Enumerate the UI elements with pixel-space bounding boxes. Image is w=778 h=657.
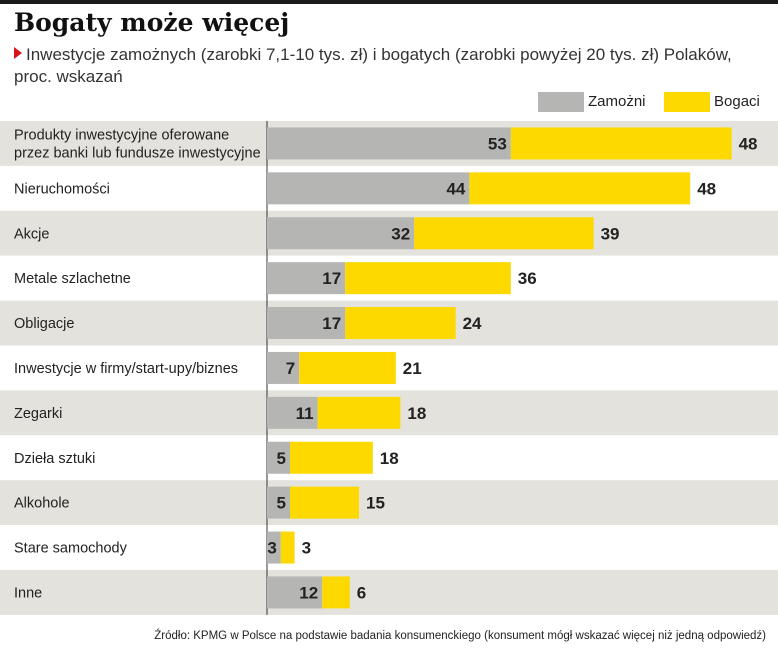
category-label: Metale szlachetne	[14, 271, 131, 287]
legend-swatch-bogaci	[664, 92, 710, 112]
top-rule	[0, 0, 778, 4]
legend-label-bogaci: Bogaci	[714, 93, 760, 110]
data-label-bogaci: 48	[739, 134, 758, 153]
bar-bogaci	[280, 531, 295, 564]
category-label: Inwestycje w firmy/start-upy/biznes	[14, 361, 238, 377]
data-label-bogaci: 3	[302, 539, 311, 558]
bar-zamozni	[267, 531, 281, 564]
bar-bogaci	[345, 262, 511, 295]
data-label-zamozni: 17	[322, 314, 341, 333]
data-label-zamozni: 44	[446, 179, 465, 198]
category-label: Nieruchomości	[14, 181, 110, 197]
bar-zamozni	[267, 351, 300, 384]
data-label-zamozni: 12	[299, 583, 318, 602]
category-label: Stare samochody	[14, 541, 128, 557]
data-label-bogaci: 48	[697, 179, 716, 198]
data-label-zamozni: 53	[488, 134, 507, 153]
category-label: Akcje	[14, 226, 49, 242]
category-label: Dzieła sztuki	[14, 451, 95, 467]
bar-zamozni	[267, 396, 318, 429]
legend-swatch-zamozni	[538, 92, 584, 112]
data-label-bogaci: 15	[366, 494, 385, 513]
bar-bogaci	[510, 127, 732, 160]
data-label-bogaci: 18	[380, 449, 399, 468]
bar-bogaci	[317, 396, 401, 429]
bar-zamozni	[267, 217, 415, 250]
category-label: Obligacje	[14, 316, 74, 332]
data-label-bogaci: 39	[601, 224, 620, 243]
data-label-zamozni: 32	[391, 224, 410, 243]
bar-bogaci	[290, 441, 373, 474]
category-label: przez banki lub fundusze inwestycyjne	[14, 145, 261, 161]
bar-bogaci	[469, 172, 691, 205]
data-label-zamozni: 5	[277, 494, 286, 513]
data-label-bogaci: 18	[407, 404, 426, 423]
bar-bogaci	[345, 307, 456, 340]
row-background	[0, 570, 778, 615]
data-label-bogaci: 21	[403, 359, 422, 378]
bar-bogaci	[299, 351, 396, 384]
subtitle-marker-icon	[14, 47, 22, 59]
category-label: Inne	[14, 585, 42, 601]
bar-zamozni	[267, 441, 290, 474]
row-background	[0, 480, 778, 526]
category-label: Produkty inwestycyjne oferowane	[14, 127, 229, 143]
bar-zamozni	[267, 486, 290, 519]
data-label-zamozni: 17	[322, 269, 341, 288]
row-background	[0, 525, 778, 570]
bar-bogaci	[322, 576, 350, 609]
legend-label-zamozni: Zamożni	[588, 93, 646, 110]
data-label-bogaci: 6	[357, 583, 366, 602]
data-label-zamozni: 7	[286, 359, 295, 378]
source-note: Źródło: KPMG w Polsce na podstawie badan…	[154, 630, 766, 642]
chart-subtitle-text: Inwestycje zamożnych (zarobki 7,1-10 tys…	[14, 45, 732, 86]
category-label: Zegarki	[14, 406, 62, 422]
bar-bogaci	[290, 486, 359, 519]
bar-bogaci	[414, 217, 594, 250]
bar-zamozni	[267, 172, 470, 205]
bar-zamozni	[267, 307, 346, 340]
bar-zamozni	[267, 262, 346, 295]
category-label: Alkohole	[14, 496, 70, 512]
row-background	[0, 435, 778, 481]
chart-title: Bogaty może więcej	[14, 8, 290, 37]
data-label-zamozni: 11	[296, 404, 314, 423]
data-label-bogaci: 24	[463, 314, 482, 333]
bar-zamozni	[267, 576, 323, 609]
bar-zamozni	[267, 127, 511, 160]
data-label-bogaci: 36	[518, 269, 537, 288]
chart-subtitle: Inwestycje zamożnych (zarobki 7,1-10 tys…	[14, 44, 774, 88]
data-label-zamozni: 3	[267, 539, 276, 558]
data-label-zamozni: 5	[277, 449, 286, 468]
